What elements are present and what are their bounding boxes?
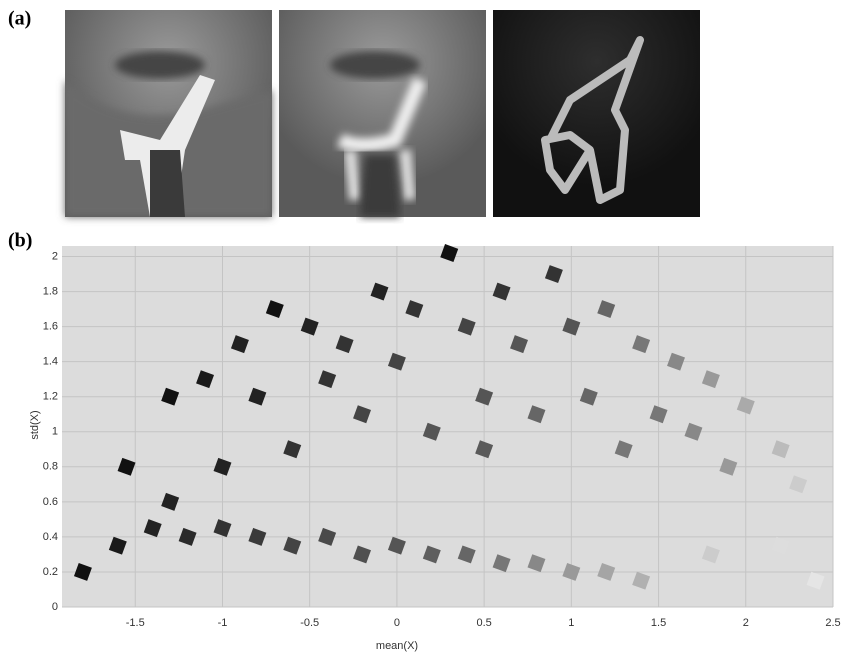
y-tick-label: 0 bbox=[52, 601, 58, 613]
y-tick-label: 1.8 bbox=[43, 285, 58, 297]
scatter-point bbox=[684, 422, 703, 441]
scatter-point bbox=[178, 527, 197, 546]
scatter-point bbox=[614, 440, 633, 459]
panel-label: (a) bbox=[8, 8, 31, 30]
y-tick-label: 0.8 bbox=[43, 461, 58, 473]
scatter-point bbox=[196, 370, 215, 389]
y-tick-label: 0.2 bbox=[43, 566, 58, 578]
y-tick-label: 2 bbox=[52, 250, 58, 262]
scatter-point bbox=[117, 457, 136, 476]
scatter-point bbox=[701, 545, 720, 564]
scatter-point bbox=[143, 519, 162, 538]
scatter-point bbox=[387, 352, 406, 371]
scatter-point bbox=[440, 244, 459, 262]
x-tick-label: 0.5 bbox=[476, 617, 491, 629]
scatter-point bbox=[213, 519, 232, 538]
scatter-point bbox=[370, 282, 389, 301]
y-tick-label: 1.4 bbox=[43, 356, 58, 368]
x-tick-label: -0.5 bbox=[300, 617, 319, 629]
scatter-point bbox=[789, 475, 808, 494]
scatter-point bbox=[108, 536, 127, 555]
x-tick-label: 2 bbox=[743, 617, 749, 629]
scatter-point bbox=[405, 300, 424, 319]
scatter-point bbox=[527, 405, 546, 424]
scatter-point bbox=[161, 492, 180, 511]
y-tick-label: 1 bbox=[52, 426, 58, 438]
scatter-point bbox=[527, 554, 546, 573]
scatter-point bbox=[632, 571, 651, 590]
y-tick-label: 0.6 bbox=[43, 496, 58, 508]
y-tick-label: 0.4 bbox=[43, 531, 58, 543]
scatter-point bbox=[335, 335, 354, 354]
scatter-point bbox=[806, 571, 825, 590]
scatter-point bbox=[353, 545, 371, 564]
scatter-point bbox=[579, 387, 598, 406]
scatter-point bbox=[283, 440, 302, 459]
scatter-point bbox=[213, 457, 232, 476]
scatter-point bbox=[562, 317, 581, 336]
scatter-point bbox=[771, 536, 790, 555]
y-tick-label: 1.2 bbox=[43, 391, 58, 403]
image-3 bbox=[493, 10, 700, 217]
panel-label: (b) bbox=[8, 230, 32, 252]
scatter-point bbox=[353, 405, 371, 424]
scatter-point bbox=[597, 300, 616, 319]
x-tick-label: 1 bbox=[568, 617, 574, 629]
x-tick-label: 0 bbox=[394, 617, 400, 629]
scatter-point bbox=[422, 422, 441, 441]
scatter-point bbox=[562, 562, 581, 581]
scatter-point bbox=[719, 457, 738, 476]
scatter-point bbox=[300, 317, 319, 336]
scatter-point bbox=[387, 536, 406, 555]
scatter-point bbox=[73, 562, 92, 581]
image-1 bbox=[65, 10, 272, 217]
scatter-point bbox=[230, 335, 249, 354]
scatter-point bbox=[457, 545, 476, 564]
scatter-point bbox=[161, 387, 180, 406]
plot-area: -1.5 -1 -0.5 0 0.5 1 1.5 2 2.5 0 0.2 0.4 0.6 0.8 1 1.2 1… bbox=[43, 244, 841, 629]
scatter-point bbox=[422, 545, 441, 564]
scatter-point bbox=[649, 405, 668, 424]
x-tick-label: 1.5 bbox=[651, 617, 666, 629]
scatter-point bbox=[265, 300, 284, 319]
scatter-point bbox=[457, 317, 476, 336]
x-tick-label: 2.5 bbox=[825, 617, 840, 629]
scatter-point bbox=[492, 554, 511, 573]
scatter-point bbox=[544, 265, 563, 284]
scatter-point bbox=[736, 396, 755, 415]
y-tick-label: 1.6 bbox=[43, 321, 58, 333]
scatter-point bbox=[632, 335, 651, 354]
scatter-point bbox=[701, 370, 720, 389]
x-axis-label: mean(X) bbox=[376, 640, 418, 652]
scatter-point bbox=[248, 387, 267, 406]
plot-background bbox=[62, 246, 833, 607]
scatter-point bbox=[667, 352, 685, 371]
scatter-point bbox=[283, 536, 302, 555]
scatter-point bbox=[475, 387, 494, 406]
scatter-point bbox=[597, 562, 616, 581]
scatter-point bbox=[492, 282, 511, 301]
scatter-point bbox=[475, 440, 494, 459]
image-2 bbox=[279, 10, 486, 217]
scatter-point bbox=[318, 370, 337, 389]
y-axis-label: std(X) bbox=[29, 410, 41, 439]
scatter-point bbox=[771, 440, 790, 459]
scatter-point bbox=[510, 335, 528, 354]
x-tick-label: -1 bbox=[218, 617, 228, 629]
x-tick-label: -1.5 bbox=[126, 617, 145, 629]
scatter-point bbox=[318, 527, 337, 546]
scatter-point bbox=[248, 527, 267, 546]
